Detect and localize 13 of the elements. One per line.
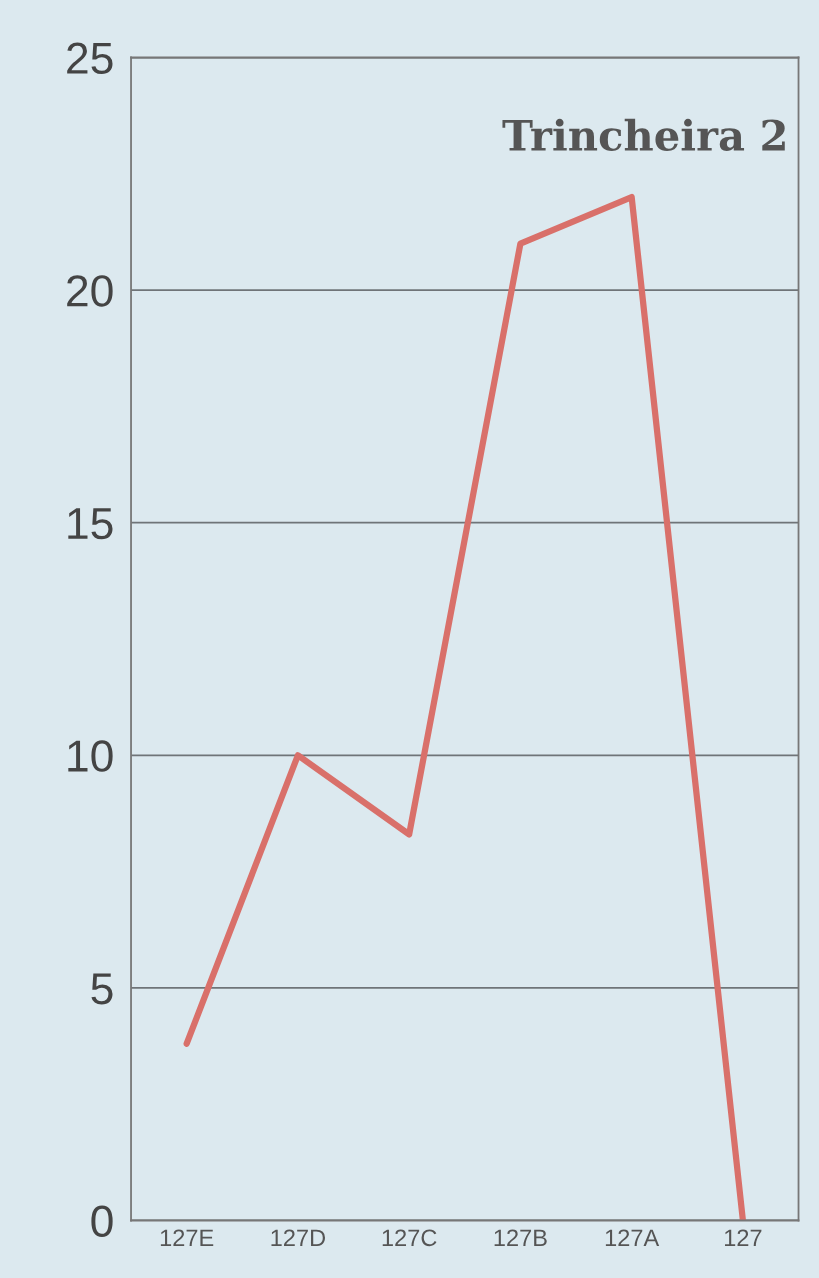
x-tick-label: 127C — [382, 1229, 437, 1247]
x-tick-label: 127D — [271, 1229, 326, 1246]
x-tick-label: 127A — [605, 1229, 660, 1246]
y-tick-label: 10 — [68, 740, 113, 772]
y-tick-label: 20 — [67, 275, 113, 307]
x-tick-label: 127B — [494, 1229, 547, 1246]
x-tick-label: 127E — [160, 1229, 214, 1246]
y-tick-label: 0 — [91, 1205, 113, 1238]
text: Trincheira 2 — [502, 118, 785, 152]
x-tick-label: 127 — [725, 1229, 762, 1246]
y-tick-label: 15 — [68, 508, 113, 540]
y-tick-label: 25 — [67, 42, 113, 75]
y-tick-label: 5 — [91, 973, 113, 1005]
